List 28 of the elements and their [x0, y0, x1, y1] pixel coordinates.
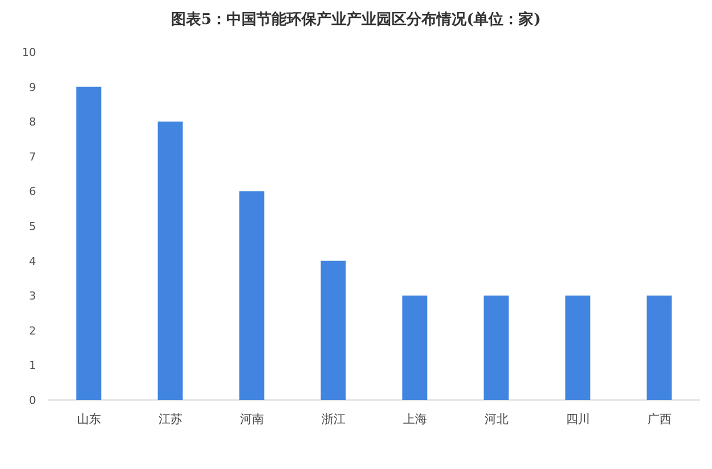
- y-tick-label: 7: [29, 150, 36, 164]
- x-tick-label: 河北: [484, 412, 508, 426]
- x-tick-label: 山东: [76, 412, 101, 426]
- y-tick-label: 0: [29, 394, 36, 407]
- bar: [158, 122, 183, 400]
- y-tick-label: 6: [29, 185, 36, 198]
- y-tick-label: 5: [29, 220, 36, 233]
- y-tick-label: 2: [29, 324, 36, 338]
- x-tick-label: 四川: [566, 412, 590, 426]
- x-tick-label: 河南: [240, 412, 264, 426]
- bar: [484, 296, 509, 400]
- bar: [402, 296, 428, 400]
- x-tick-label: 江苏: [158, 412, 182, 426]
- y-tick-label: 3: [29, 290, 36, 303]
- y-tick-label: 9: [29, 80, 36, 94]
- y-tick-label: 1: [29, 359, 36, 372]
- x-tick-label: 广西: [647, 412, 672, 426]
- bar: [320, 260, 346, 400]
- y-tick-label: 10: [22, 46, 36, 59]
- bar: [76, 86, 102, 400]
- y-tick-label: 8: [29, 116, 36, 129]
- bar: [646, 296, 672, 400]
- chart-title: 图表5：中国节能环保产业产业园区分布情况(单位：家): [171, 10, 541, 28]
- x-tick-label: 浙江: [321, 412, 346, 426]
- x-tick-label: 上海: [402, 412, 427, 426]
- y-tick-label: 4: [29, 254, 36, 268]
- bar: [239, 191, 264, 400]
- bar: [565, 296, 590, 400]
